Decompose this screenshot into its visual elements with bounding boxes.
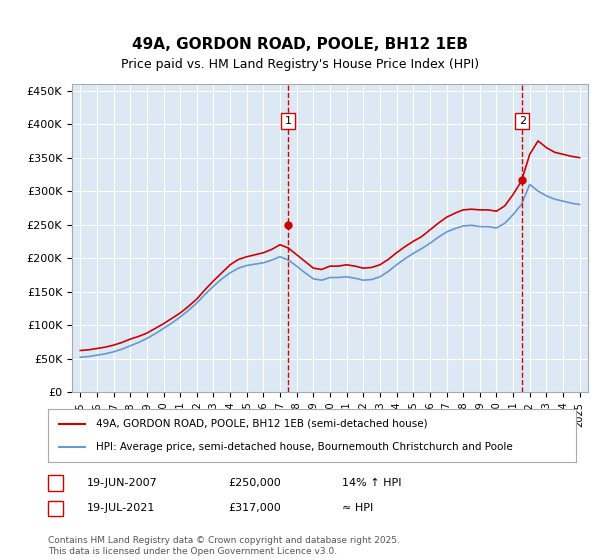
Text: 1: 1 — [284, 116, 292, 126]
Text: 49A, GORDON ROAD, POOLE, BH12 1EB: 49A, GORDON ROAD, POOLE, BH12 1EB — [132, 38, 468, 52]
Text: Contains HM Land Registry data © Crown copyright and database right 2025.
This d: Contains HM Land Registry data © Crown c… — [48, 536, 400, 556]
Text: 14% ↑ HPI: 14% ↑ HPI — [342, 478, 401, 488]
Text: 2: 2 — [52, 503, 59, 514]
Text: 19-JUL-2021: 19-JUL-2021 — [87, 503, 155, 514]
Text: 19-JUN-2007: 19-JUN-2007 — [87, 478, 158, 488]
Text: Price paid vs. HM Land Registry's House Price Index (HPI): Price paid vs. HM Land Registry's House … — [121, 58, 479, 71]
Text: HPI: Average price, semi-detached house, Bournemouth Christchurch and Poole: HPI: Average price, semi-detached house,… — [95, 442, 512, 452]
Text: 1: 1 — [52, 478, 59, 488]
Text: ≈ HPI: ≈ HPI — [342, 503, 373, 514]
Text: £317,000: £317,000 — [228, 503, 281, 514]
Text: 2: 2 — [518, 116, 526, 126]
Text: £250,000: £250,000 — [228, 478, 281, 488]
Text: 49A, GORDON ROAD, POOLE, BH12 1EB (semi-detached house): 49A, GORDON ROAD, POOLE, BH12 1EB (semi-… — [95, 419, 427, 429]
